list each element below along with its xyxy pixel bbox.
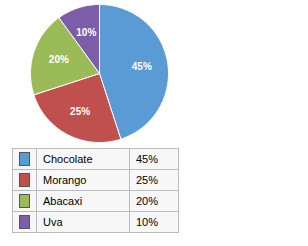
svg-text:20%: 20% — [49, 54, 69, 65]
html-text:Uva: Uva — [43, 216, 63, 228]
svg-text:45%: 45% — [132, 61, 152, 72]
html-text:25%: 25% — [136, 174, 158, 186]
html-text:45%: 45% — [136, 153, 158, 165]
html-text:Abacaxi: Abacaxi — [43, 195, 83, 207]
svg-text:25%: 25% — [70, 106, 90, 117]
html-text:20%: 20% — [136, 195, 158, 207]
html-text:Morango: Morango — [43, 174, 87, 186]
html-text:Chocolate: Chocolate — [43, 153, 93, 165]
html-text:10%: 10% — [136, 216, 158, 228]
svg-text:10%: 10% — [76, 27, 96, 38]
